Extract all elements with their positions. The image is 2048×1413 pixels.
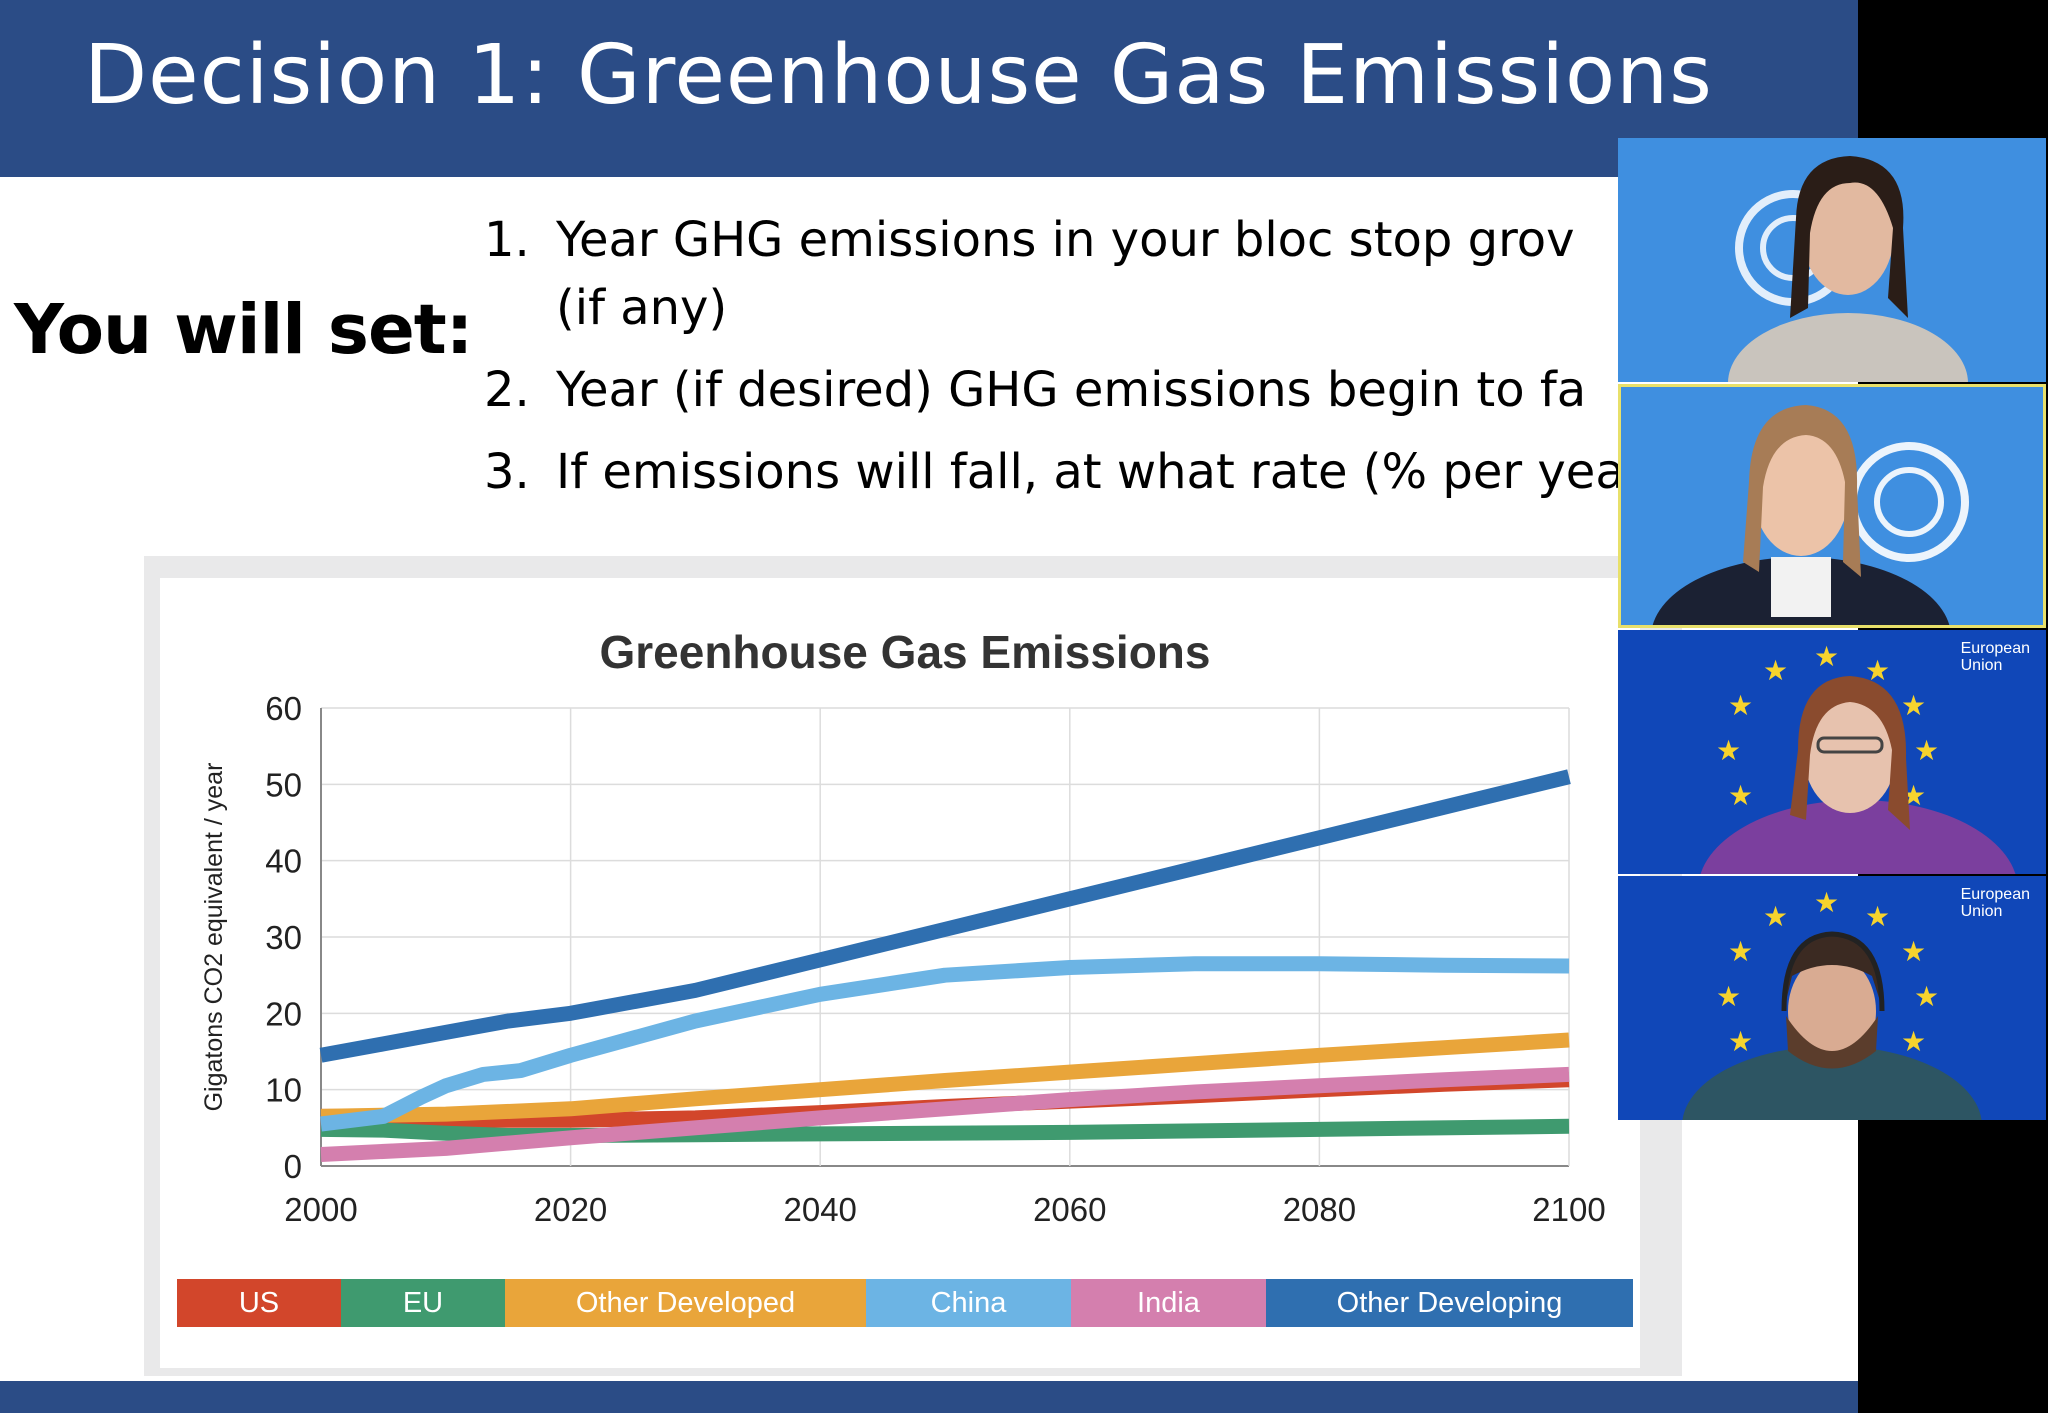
chart-title: Greenhouse Gas Emissions	[599, 626, 1210, 678]
y-tick-label: 60	[265, 690, 302, 727]
x-tick-label: 2000	[284, 1191, 357, 1228]
list-item-2: 2. Year (if desired) GHG emissions begin …	[484, 362, 1586, 418]
y-tick-label: 30	[265, 919, 302, 956]
legend-item-eu: EU	[341, 1279, 505, 1327]
svg-text:★: ★	[1728, 689, 1753, 722]
participant-tile-4[interactable]: ★ ★ ★ ★ ★ ★ ★ ★ ★ European Union	[1618, 876, 2046, 1120]
bottom-bar	[0, 1381, 1858, 1413]
eu-stars-icon: ★ ★ ★ ★ ★ ★ ★ ★ ★	[1700, 640, 2016, 874]
svg-text:★: ★	[1914, 980, 1939, 1013]
list-text: Year GHG emissions in your bloc stop gro…	[556, 212, 1575, 268]
title-bar: Decision 1: Greenhouse Gas Emissions	[0, 0, 1858, 177]
participant-tile-1[interactable]	[1618, 138, 2046, 382]
series-line-china	[320, 956, 1570, 1132]
legend-item-china: China	[866, 1279, 1071, 1327]
series-line-other-developing	[319, 769, 1571, 1063]
legend-item-other-developing: Other Developing	[1266, 1279, 1633, 1327]
list-text: Year (if desired) GHG emissions begin to…	[556, 362, 1587, 418]
x-tick-label: 2020	[534, 1191, 607, 1228]
svg-text:★: ★	[1763, 654, 1788, 687]
slide-title: Decision 1: Greenhouse Gas Emissions	[84, 28, 1713, 123]
eu-stars-icon: ★ ★ ★ ★ ★ ★ ★ ★ ★	[1682, 886, 1982, 1120]
svg-text:★: ★	[1763, 900, 1788, 933]
svg-text:★: ★	[1914, 734, 1939, 767]
svg-text:★: ★	[1901, 689, 1926, 722]
svg-text:★: ★	[1901, 1025, 1926, 1058]
you-will-set-label: You will set:	[14, 290, 473, 370]
un-emblem-icon	[1652, 405, 1969, 625]
svg-text:★: ★	[1865, 900, 1890, 933]
legend-item-us: US	[177, 1279, 341, 1327]
un-emblem-icon	[1728, 156, 1968, 382]
series-line-other-developed	[320, 1032, 1570, 1124]
y-tick-label: 10	[265, 1072, 302, 1109]
x-tick-label: 2060	[1033, 1191, 1106, 1228]
presentation-slide: Decision 1: Greenhouse Gas Emissions You…	[0, 0, 1858, 1413]
x-tick-label: 2080	[1283, 1191, 1356, 1228]
chart-panel	[160, 578, 1640, 1368]
svg-text:★: ★	[1728, 779, 1753, 812]
eu-badge: European Union	[1960, 886, 2030, 920]
svg-text:★: ★	[1716, 734, 1741, 767]
y-axis-label: Gigatons CO2 equivalent / year	[200, 763, 228, 1112]
participant-tile-2[interactable]	[1618, 384, 2046, 628]
list-item-1: 1. Year GHG emissions in your bloc stop g…	[484, 212, 1575, 268]
y-tick-label: 20	[265, 995, 302, 1032]
list-number: 2.	[484, 362, 530, 418]
y-tick-label: 50	[265, 766, 302, 803]
legend-item-india: India	[1071, 1279, 1266, 1327]
y-tick-label: 0	[284, 1148, 302, 1185]
svg-text:★: ★	[1814, 640, 1839, 673]
emissions-chart: Greenhouse Gas Emissions Gigatons CO2 equ…	[200, 626, 1606, 1228]
list-item-1-continuation: (if any)	[556, 280, 728, 336]
participant-tile-3[interactable]: ★ ★ ★ ★ ★ ★ ★ ★ ★ European Union	[1618, 630, 2046, 874]
svg-text:★: ★	[1728, 935, 1753, 968]
list-item-3: 3. If emissions will fall, at what rate (…	[484, 444, 1625, 500]
svg-text:★: ★	[1728, 1025, 1753, 1058]
list-number: 3.	[484, 444, 530, 500]
chart-legend: US EU Other Developed China India Other Devel…	[177, 1279, 1633, 1327]
eu-badge: European Union	[1960, 640, 2030, 674]
list-number: 1.	[484, 212, 530, 268]
x-tick-label: 2040	[783, 1191, 856, 1228]
y-tick-label: 40	[265, 843, 302, 880]
svg-text:★: ★	[1901, 935, 1926, 968]
svg-text:★: ★	[1716, 980, 1741, 1013]
list-text: If emissions will fall, at what rate (% …	[556, 444, 1625, 500]
x-tick-label: 2100	[1532, 1191, 1605, 1228]
svg-text:★: ★	[1814, 886, 1839, 919]
series-line-india	[320, 1066, 1570, 1162]
legend-item-other-developed: Other Developed	[505, 1279, 866, 1327]
